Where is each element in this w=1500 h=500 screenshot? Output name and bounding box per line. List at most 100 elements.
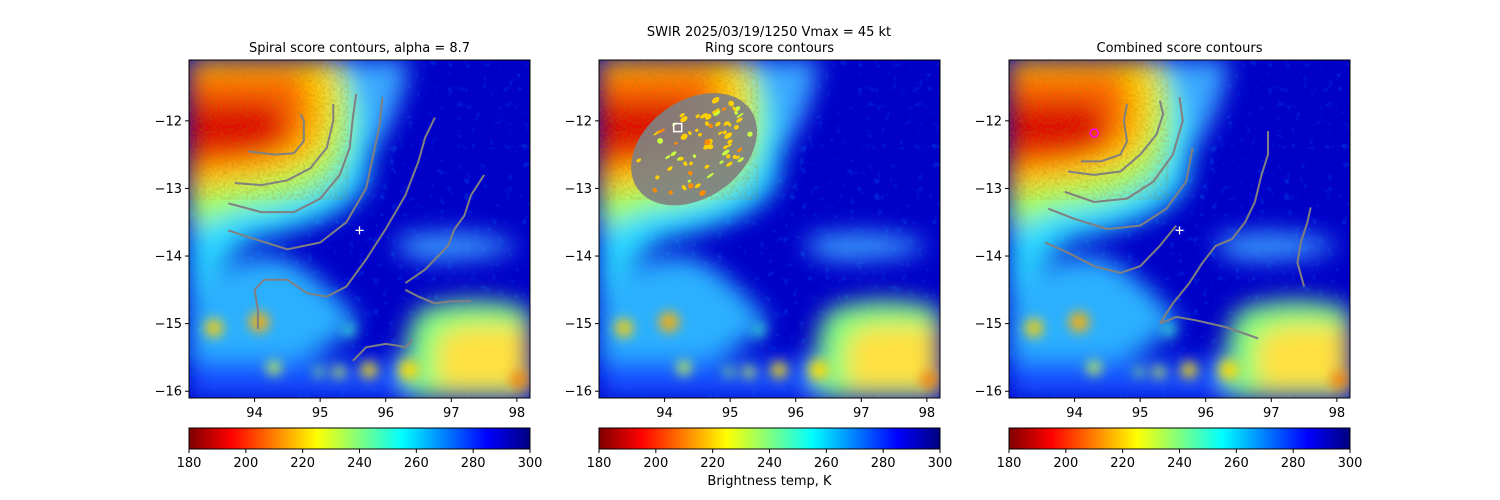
ring-contour-gap [732,106,737,112]
ring-contour-gap [706,172,714,179]
ring-contour-gap [695,128,699,132]
x-tick-label: 94 [246,406,263,421]
colorbar-tick-label: 220 [1110,456,1135,471]
y-tick-label: −13 [155,182,182,197]
panel-spiral: Spiral score contours, alpha = 8.7 94 95 9… [155,41,531,421]
colorbar-tick-label: 180 [587,456,612,471]
panel-title: Combined score contours [1097,41,1263,56]
ring-contour-gap [665,155,671,160]
ring-contour-gap [687,179,691,183]
ring-contour-gap [688,170,693,176]
combined-center-marker [1089,128,1099,138]
y-tick-label: −16 [565,385,592,400]
colorbar-tick-label: 300 [928,456,953,471]
score-contour [227,97,384,251]
colorbar-tick-label: 280 [871,456,896,471]
ring-contour-gap [681,185,687,191]
colorbar-gradient [1008,427,1351,450]
ring-contour-gap [683,161,688,166]
x-tick-label: 97 [1263,406,1280,421]
panel-title: Ring score contours [705,41,834,56]
ring-contour-gap [727,143,732,148]
score-contour [1067,100,1165,176]
plot-frame [188,59,531,399]
x-tick-label: 97 [853,406,870,421]
y-tick-label: −14 [565,250,592,265]
ring-contour-gap [726,161,733,167]
ring-contour-gap [680,116,688,123]
score-contour [253,117,436,329]
ring-contour-gap [726,154,731,159]
x-tick-label: 98 [509,406,526,421]
colorbar-tick-label: 300 [1338,456,1363,471]
ring-contour-gap [692,154,697,158]
colorbar-tick-label: 240 [1167,456,1192,471]
ring-contour-gap [711,96,720,104]
score-contour [228,93,358,214]
score-contour [1081,103,1128,163]
ring-contour-gap [715,121,721,127]
x-tick-label: 96 [1197,406,1214,421]
score-contour [234,103,335,187]
ring-contour-gap [695,114,700,118]
colorbar-gradient [188,427,531,450]
ring-contour-gap [735,155,740,160]
ring-contour-gap [704,121,710,126]
colorbar-tick-label: 260 [1224,456,1249,471]
plot-frame [1008,59,1351,399]
colorbar-tick-label: 200 [233,456,258,471]
ring-contour-gap [658,128,665,134]
ring-contour-gap [724,132,733,139]
x-tick-label: 95 [312,406,329,421]
ring-contour-gap [722,149,730,156]
colorbars: 180 200 220 240 260 280 300 180 200 220 240 260 280 3… [177,427,1363,471]
ring-contour-gap [713,110,721,116]
ring-contour-gap [733,125,739,130]
x-tick-label: 95 [1132,406,1149,421]
ring-contour-gap [722,130,727,135]
brightness-temp-image [599,60,940,398]
score-contour [247,113,305,156]
ring-contour-gap [680,133,688,140]
figure-suptitle: SWIR 2025/03/19/1250 Vmax = 45 kt [647,25,891,40]
score-contour [1044,224,1177,274]
score-contour [1064,97,1184,203]
storm-center-marker [672,122,683,133]
colorbar-tick-label: 300 [518,456,543,471]
x-tick-label: 97 [443,406,460,421]
ring-contour-gap [652,187,657,193]
x-tick-label: 98 [919,406,936,421]
ring-contour-gap [736,117,743,123]
colorbar-tick-label: 280 [1281,456,1306,471]
ring-contour-gap [694,183,701,189]
colorbar-tick-label: 220 [290,456,315,471]
colorbar-tick-label: 180 [177,456,202,471]
y-tick-label: −15 [975,317,1002,332]
ring-contour-gap [721,107,727,111]
colorbar-tick-label: 240 [757,456,782,471]
panel-ring: Ring score contours 94 95 96 97 98 −12 −13 −14 −… [565,41,941,421]
panel-title: Spiral score contours, alpha = 8.7 [249,41,470,56]
colorbar-tick-label: 220 [700,456,725,471]
ring-contour-gap [719,160,724,164]
storm-center-marker [355,226,364,235]
ring-contour-gap [679,112,685,118]
y-tick-label: −12 [565,114,592,129]
ring-contour-gap [707,144,714,150]
x-tick-label: 96 [787,406,804,421]
colorbar-tick-label: 260 [404,456,429,471]
storm-center-marker [1175,226,1184,235]
ring-contour-gap [734,111,738,115]
ring-contour-gap [708,123,714,129]
ring-contour-gap [736,147,743,153]
ring-contour-gap [737,157,744,163]
ring-contour-gap [704,139,711,146]
y-tick-label: −16 [155,385,182,400]
ring-contour-gap [732,154,737,160]
ring-contour-gap [657,137,664,144]
ring-contour-gap [723,121,730,126]
score-contour [1159,315,1259,340]
ring-contour-gap [697,132,702,137]
plot-frame [598,59,941,399]
